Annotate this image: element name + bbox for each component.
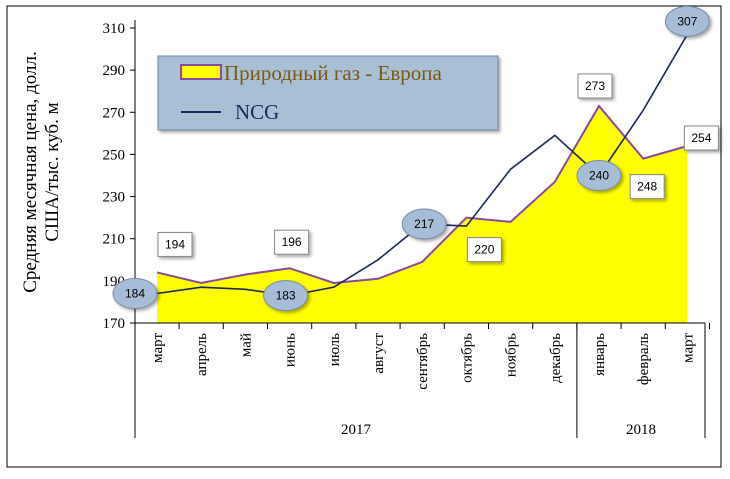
y-tick-label: 230 xyxy=(103,190,126,206)
y-axis-label-line2: США/тыс. куб. м xyxy=(42,102,63,241)
data-label-value: 240 xyxy=(589,169,609,183)
data-label-oval: 240 xyxy=(576,160,622,191)
year-label: 2017 xyxy=(341,422,372,438)
x-tick-label: апрель xyxy=(194,333,210,376)
data-label-oval-bg xyxy=(112,278,158,309)
x-tick-label: июль xyxy=(327,333,343,366)
data-label-value: 220 xyxy=(474,243,494,257)
x-tick-label: январь xyxy=(592,333,608,376)
data-label-oval-bg xyxy=(664,5,710,37)
x-tick-label: июнь xyxy=(283,333,299,367)
y-tick-label: 250 xyxy=(103,147,126,163)
data-label-value: 273 xyxy=(585,79,605,93)
data-label-box: 220 xyxy=(466,237,502,263)
x-tick-label: октябрь xyxy=(459,333,475,383)
data-label-box-bg xyxy=(274,229,310,255)
area-gas-europe-edge xyxy=(156,104,688,284)
data-label-value: 307 xyxy=(677,14,697,28)
data-label-box: 254 xyxy=(683,125,719,151)
year-label: 2018 xyxy=(626,422,656,438)
y-axis-label: Средняя месячная цена, долл. США/тыс. ку… xyxy=(20,51,63,293)
data-label-oval-bg xyxy=(263,280,309,312)
data-label-value: 183 xyxy=(276,289,296,303)
x-tick-label: март xyxy=(150,333,166,363)
x-tick-label: август xyxy=(371,333,387,374)
data-label-oval: 217 xyxy=(401,208,447,240)
legend: Природный газ - Европа NCG xyxy=(157,55,499,131)
data-label-value: 248 xyxy=(637,180,657,194)
legend-swatch-gas xyxy=(180,64,222,80)
legend-label-ncg: NCG xyxy=(235,100,279,124)
data-label-box: 194 xyxy=(157,231,193,257)
x-tick-label: декабрь xyxy=(548,333,564,383)
x-tick-label: сентябрь xyxy=(415,333,431,390)
data-label-box: 248 xyxy=(629,174,665,200)
data-label-oval: 307 xyxy=(664,5,710,37)
legend-label-gas: Природный газ - Европа xyxy=(224,61,443,85)
y-axis-label-line1: Средняя месячная цена, долл. xyxy=(20,51,41,293)
y-tick-label: 270 xyxy=(103,105,126,121)
data-label-value: 254 xyxy=(691,131,711,145)
data-label-box-bg xyxy=(683,125,719,151)
data-label-oval-bg xyxy=(576,160,622,191)
data-label-value: 184 xyxy=(125,287,145,301)
y-tick-label: 310 xyxy=(103,21,126,37)
y-tick-label: 170 xyxy=(103,316,126,332)
data-label-box: 273 xyxy=(577,73,613,99)
data-label-value: 217 xyxy=(414,217,434,231)
y-tick-label: 210 xyxy=(103,232,126,248)
data-label-oval-bg xyxy=(401,208,447,240)
data-labels: 194 196 220 273 248 254 184 183 217 240 307 xyxy=(112,5,719,312)
y-tick-label: 290 xyxy=(103,63,126,79)
data-label-oval: 183 xyxy=(263,280,309,312)
x-tick-label: ноябрь xyxy=(504,333,520,377)
x-tick-label: март xyxy=(680,333,696,363)
x-tick-label: май xyxy=(238,333,254,357)
data-label-oval: 184 xyxy=(112,278,158,309)
data-label-box-bg xyxy=(629,174,665,200)
x-tick-label: февраль xyxy=(636,333,652,385)
data-label-box-bg xyxy=(577,73,613,99)
data-label-box: 196 xyxy=(274,229,310,255)
data-label-value: 194 xyxy=(165,237,185,251)
data-label-box-bg xyxy=(466,237,502,263)
data-label-box-bg xyxy=(157,231,193,257)
data-label-value: 196 xyxy=(282,235,302,249)
